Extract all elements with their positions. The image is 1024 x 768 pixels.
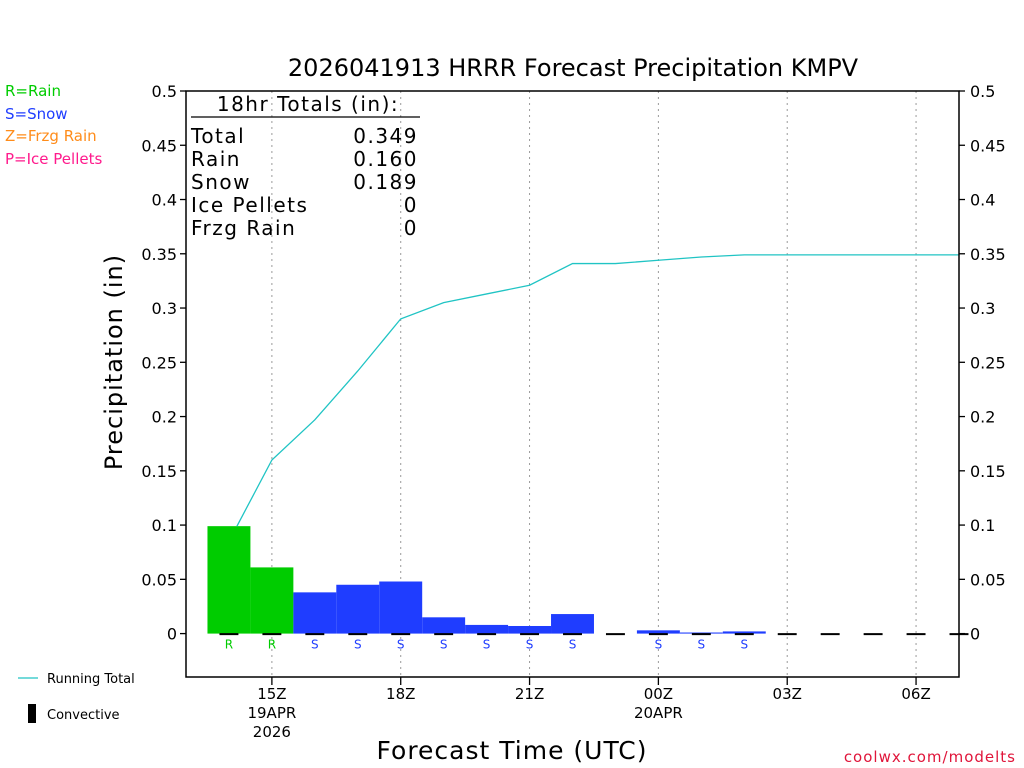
- y-tick-label-left: 0.15: [141, 462, 177, 481]
- plot-frame: [185, 90, 960, 678]
- y-tick-label-left: 0.2: [152, 408, 177, 427]
- precip-bar: [336, 584, 380, 634]
- y-tick-label-left: 0.35: [141, 245, 177, 264]
- y-tick-label-left: 0.1: [152, 516, 177, 535]
- precip-bar: [636, 630, 680, 634]
- totals-value: 0.349: [353, 124, 418, 148]
- ptype-label: S: [740, 638, 748, 652]
- chart-title: 2026041913 HRRR Forecast Precipitation K…: [288, 54, 859, 82]
- x-tick-label: 18Z: [386, 685, 415, 703]
- precip-bar: [465, 624, 509, 634]
- totals-label: Total: [190, 124, 245, 148]
- x-tick-label: 2026: [253, 723, 291, 741]
- ptype-label: S: [655, 638, 663, 652]
- gridlines: [271, 91, 917, 677]
- y-tick-label-left: 0.3: [152, 299, 177, 318]
- x-tick-label: 20APR: [634, 704, 683, 722]
- totals-value: 0.189: [353, 170, 418, 194]
- y-tick-label-right: 0.3: [970, 299, 995, 318]
- y-tick-label-left: 0: [167, 625, 177, 644]
- legend-frzg-rain: Z=Frzg Rain: [5, 127, 97, 145]
- y-tick-label-right: 0.45: [970, 136, 1006, 155]
- ptype-label: S: [397, 638, 405, 652]
- y-tick-label-right: 0: [970, 625, 980, 644]
- totals-value: 0.160: [353, 147, 418, 171]
- y-tick-label-right: 0.15: [970, 462, 1006, 481]
- precip-bar: [207, 526, 251, 634]
- y-tick-label-right: 0.35: [970, 245, 1006, 264]
- y-tick-label-right: 0.4: [970, 191, 995, 210]
- credit-text: coolwx.com/modelts: [844, 748, 1016, 766]
- totals-label: Ice Pellets: [191, 193, 308, 217]
- ptype-label: R: [268, 638, 276, 652]
- ptype-label: S: [483, 638, 491, 652]
- y-tick-label-right: 0.2: [970, 408, 995, 427]
- y-tick-label-right: 0.1: [970, 516, 995, 535]
- y-tick-label-right: 0.25: [970, 353, 1006, 372]
- legend-running-total: Running Total: [47, 672, 135, 687]
- precip-bar: [250, 567, 294, 634]
- legend-snow: S=Snow: [5, 105, 68, 123]
- x-axis-label: Forecast Time (UTC): [377, 736, 648, 765]
- precip-bar: [379, 581, 423, 634]
- x-tick-label: 06Z: [901, 685, 930, 703]
- totals-label: Snow: [191, 170, 251, 194]
- running-total-line: [236, 254, 959, 527]
- ptype-label: S: [698, 638, 706, 652]
- y-tick-label-left: 0.4: [152, 191, 177, 210]
- totals-header: 18hr Totals (in):: [217, 92, 399, 116]
- y-tick-label-right: 0.5: [970, 82, 995, 101]
- x-tick-label: 19APR: [247, 704, 296, 722]
- y-axis-label: Precipitation (in): [100, 254, 128, 470]
- precip-bar: [551, 614, 594, 634]
- totals-label: Rain: [191, 147, 241, 171]
- y-tick-label-left: 0.5: [152, 82, 177, 101]
- ptype-label: S: [311, 638, 319, 652]
- legend-ice-pellets: P=Ice Pellets: [5, 150, 102, 168]
- ptype-label: S: [569, 638, 577, 652]
- precip-bar: [679, 632, 723, 634]
- x-tick-label: 00Z: [644, 685, 673, 703]
- axes: 0 00.05 0.050.1 0.10.15 0.150.2 0.20.25 0.250.…: [141, 82, 1005, 741]
- x-tick-label: 03Z: [773, 685, 802, 703]
- y-tick-label-left: 0.25: [141, 353, 177, 372]
- y-tick-label-left: 0.45: [141, 136, 177, 155]
- legend-convective: Convective: [47, 708, 120, 723]
- ptype-label: S: [440, 638, 448, 652]
- precip-bar: [293, 592, 337, 634]
- totals-label: Frzg Rain: [191, 216, 296, 240]
- totals-value: 0: [404, 193, 418, 217]
- running-total-line-group: [236, 254, 959, 527]
- y-tick-label-left: 0.05: [141, 570, 177, 589]
- legend-rain: R=Rain: [5, 82, 61, 100]
- precip-bar: [422, 617, 466, 634]
- ptype-label: R: [225, 638, 233, 652]
- ptype-label: S: [526, 638, 534, 652]
- precip-bar: [722, 631, 766, 634]
- x-tick-label: 21Z: [515, 685, 544, 703]
- x-tick-label: 15Z: [257, 685, 286, 703]
- ptype-label: S: [354, 638, 362, 652]
- totals-box: 18hr Totals (in): Total 0.349 Rain 0.160…: [190, 92, 420, 240]
- totals-value: 0: [404, 216, 418, 240]
- convective-legend-swatch: [28, 704, 36, 723]
- y-tick-label-right: 0.05: [970, 570, 1006, 589]
- precip-bar: [508, 625, 552, 634]
